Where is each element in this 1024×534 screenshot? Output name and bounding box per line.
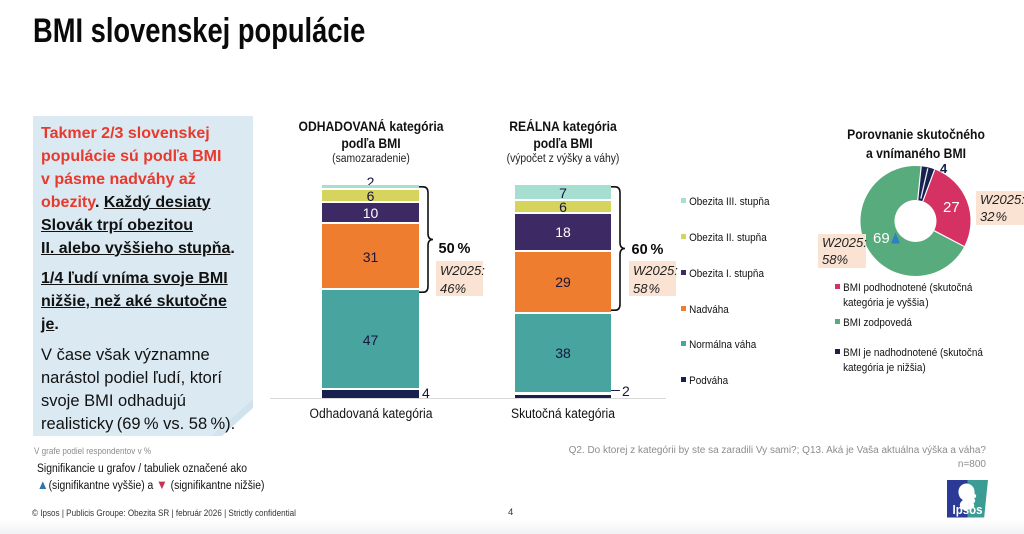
svg-text:Ipsos: Ipsos — [953, 503, 983, 517]
